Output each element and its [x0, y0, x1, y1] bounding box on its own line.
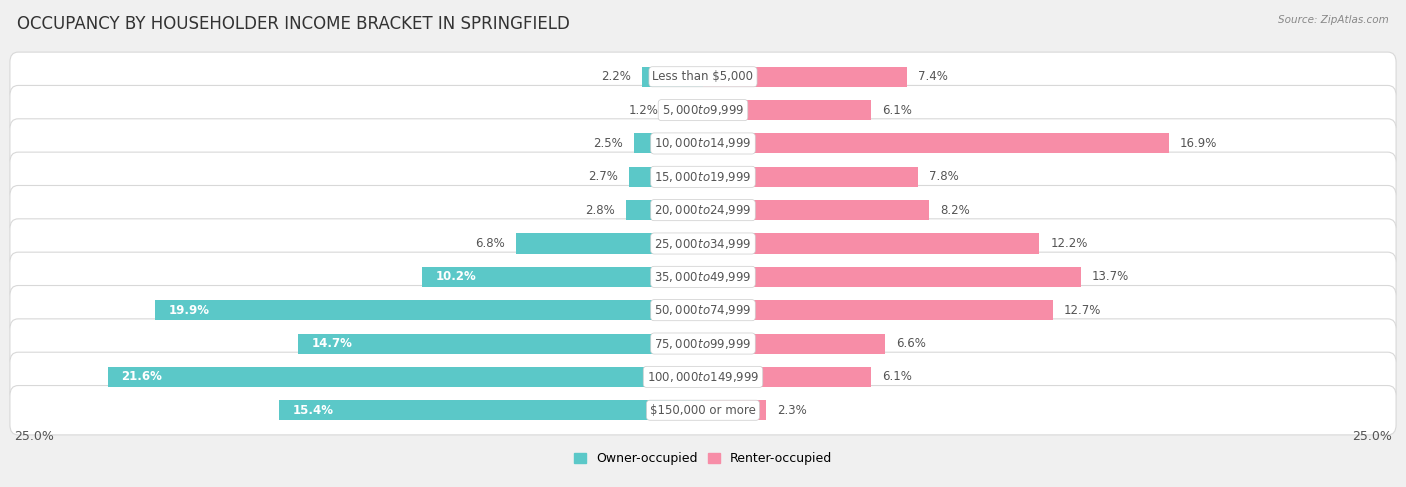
Bar — [298, 334, 703, 354]
Bar — [703, 200, 929, 220]
FancyBboxPatch shape — [10, 319, 1396, 368]
Bar — [626, 200, 703, 220]
Text: 2.5%: 2.5% — [593, 137, 623, 150]
Bar — [155, 300, 703, 320]
FancyBboxPatch shape — [10, 252, 1396, 301]
Text: 6.1%: 6.1% — [882, 104, 912, 116]
Bar — [703, 400, 766, 420]
Text: 13.7%: 13.7% — [1091, 270, 1129, 283]
Text: 12.7%: 12.7% — [1064, 304, 1101, 317]
Text: 6.6%: 6.6% — [896, 337, 925, 350]
Bar — [703, 267, 1081, 287]
Text: 15.4%: 15.4% — [292, 404, 333, 417]
Text: $5,000 to $9,999: $5,000 to $9,999 — [662, 103, 744, 117]
FancyBboxPatch shape — [10, 352, 1396, 402]
Text: $100,000 to $149,999: $100,000 to $149,999 — [647, 370, 759, 384]
Text: 1.2%: 1.2% — [628, 104, 659, 116]
Text: $15,000 to $19,999: $15,000 to $19,999 — [654, 170, 752, 184]
Bar — [643, 67, 703, 87]
Text: 6.1%: 6.1% — [882, 371, 912, 383]
Bar — [669, 100, 703, 120]
Text: 6.8%: 6.8% — [475, 237, 505, 250]
Text: $35,000 to $49,999: $35,000 to $49,999 — [654, 270, 752, 284]
FancyBboxPatch shape — [10, 52, 1396, 101]
Text: 14.7%: 14.7% — [312, 337, 353, 350]
Text: 21.6%: 21.6% — [121, 371, 163, 383]
Legend: Owner-occupied, Renter-occupied: Owner-occupied, Renter-occupied — [568, 448, 838, 470]
Bar — [516, 233, 703, 254]
Text: $25,000 to $34,999: $25,000 to $34,999 — [654, 237, 752, 250]
Text: 25.0%: 25.0% — [1353, 430, 1392, 443]
Bar — [703, 167, 918, 187]
FancyBboxPatch shape — [10, 186, 1396, 235]
Bar — [703, 300, 1053, 320]
Bar — [703, 67, 907, 87]
Bar — [422, 267, 703, 287]
Text: 7.8%: 7.8% — [929, 170, 959, 183]
Text: 7.4%: 7.4% — [918, 70, 948, 83]
Text: 10.2%: 10.2% — [436, 270, 477, 283]
Bar — [703, 100, 872, 120]
FancyBboxPatch shape — [10, 119, 1396, 168]
Bar — [703, 367, 872, 387]
Text: Source: ZipAtlas.com: Source: ZipAtlas.com — [1278, 15, 1389, 25]
Text: 2.7%: 2.7% — [588, 170, 617, 183]
FancyBboxPatch shape — [10, 285, 1396, 335]
FancyBboxPatch shape — [10, 219, 1396, 268]
Bar — [703, 133, 1168, 153]
Text: 2.8%: 2.8% — [585, 204, 614, 217]
Bar — [628, 167, 703, 187]
Text: 19.9%: 19.9% — [169, 304, 209, 317]
Text: 2.3%: 2.3% — [778, 404, 807, 417]
Text: $150,000 or more: $150,000 or more — [650, 404, 756, 417]
Bar — [108, 367, 703, 387]
Bar — [703, 233, 1039, 254]
Text: 12.2%: 12.2% — [1050, 237, 1088, 250]
Text: $50,000 to $74,999: $50,000 to $74,999 — [654, 303, 752, 317]
Text: $20,000 to $24,999: $20,000 to $24,999 — [654, 203, 752, 217]
Bar — [278, 400, 703, 420]
Text: 16.9%: 16.9% — [1180, 137, 1218, 150]
FancyBboxPatch shape — [10, 152, 1396, 202]
FancyBboxPatch shape — [10, 85, 1396, 135]
Text: 25.0%: 25.0% — [14, 430, 53, 443]
Text: $10,000 to $14,999: $10,000 to $14,999 — [654, 136, 752, 150]
Text: 8.2%: 8.2% — [941, 204, 970, 217]
Text: Less than $5,000: Less than $5,000 — [652, 70, 754, 83]
Text: OCCUPANCY BY HOUSEHOLDER INCOME BRACKET IN SPRINGFIELD: OCCUPANCY BY HOUSEHOLDER INCOME BRACKET … — [17, 15, 569, 33]
Bar — [703, 334, 884, 354]
Text: $75,000 to $99,999: $75,000 to $99,999 — [654, 337, 752, 351]
Text: 2.2%: 2.2% — [602, 70, 631, 83]
FancyBboxPatch shape — [10, 386, 1396, 435]
Bar — [634, 133, 703, 153]
